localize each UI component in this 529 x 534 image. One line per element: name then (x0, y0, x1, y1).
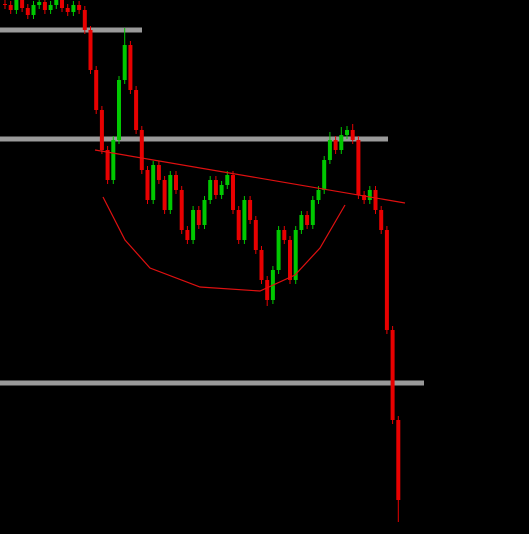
candle-body (333, 140, 338, 150)
candle-body (299, 215, 304, 230)
candle-body (213, 180, 218, 195)
candle-body (282, 230, 287, 240)
candle-body (379, 210, 384, 230)
candle-body (99, 110, 104, 150)
candle-body (191, 210, 196, 240)
candle-body (390, 330, 395, 420)
candle-body (77, 5, 82, 10)
candle-body (60, 0, 64, 8)
candle-body (219, 185, 224, 195)
candle-body (20, 0, 25, 8)
candle-body (231, 175, 235, 210)
candle-body (179, 190, 184, 230)
candle-body (242, 200, 247, 240)
candle-body (202, 200, 207, 225)
candle-body (327, 140, 332, 160)
candle-body (117, 80, 121, 140)
candle-body (174, 175, 178, 190)
candle-body (168, 175, 173, 210)
candle-body (305, 215, 310, 225)
candle-body (134, 90, 139, 130)
candle-body (345, 130, 349, 135)
candle-body (111, 140, 116, 180)
candle-body (248, 200, 253, 220)
candle-body (162, 180, 167, 210)
candle-body (42, 2, 47, 10)
candle-body (362, 195, 367, 200)
candle-body (151, 165, 156, 200)
candle-body (293, 230, 298, 280)
candle-body (253, 220, 258, 250)
candle-body (367, 190, 372, 200)
candle-body (208, 180, 213, 200)
candle-body (65, 8, 70, 12)
candle-body (37, 2, 42, 5)
candle-body (265, 280, 270, 300)
candle-body (185, 230, 190, 240)
candle-body (139, 130, 144, 170)
candle-body (145, 170, 150, 200)
candle-body (3, 4, 7, 5)
candle-body (48, 5, 53, 10)
candle-body (122, 45, 127, 80)
candle-body (156, 165, 161, 180)
candle-body (196, 210, 201, 225)
candle-body (31, 5, 36, 15)
candle-body (384, 230, 389, 330)
candle-body (356, 140, 361, 195)
candle-body (259, 250, 264, 280)
candle-body (14, 0, 19, 10)
candle-body (54, 0, 59, 5)
candle-body (236, 210, 241, 240)
candle-body (276, 230, 281, 270)
candle-body (316, 190, 321, 200)
candle-body (105, 150, 110, 180)
cup-curve (102, 196, 346, 292)
candle-body (225, 175, 230, 185)
candle-body (8, 5, 13, 10)
neckline (94, 149, 406, 204)
candle-body (310, 200, 315, 225)
candle-body (25, 8, 30, 15)
candle-body (82, 10, 87, 30)
candle-body (288, 240, 292, 280)
candle-body (373, 190, 378, 210)
candle-body (128, 45, 133, 90)
candle-body (350, 130, 355, 140)
candle-body (339, 135, 344, 150)
candle-body (71, 5, 76, 12)
candle-body (322, 160, 327, 190)
candle-body (88, 30, 93, 70)
candle-body (94, 70, 99, 110)
candle-body (396, 420, 401, 500)
